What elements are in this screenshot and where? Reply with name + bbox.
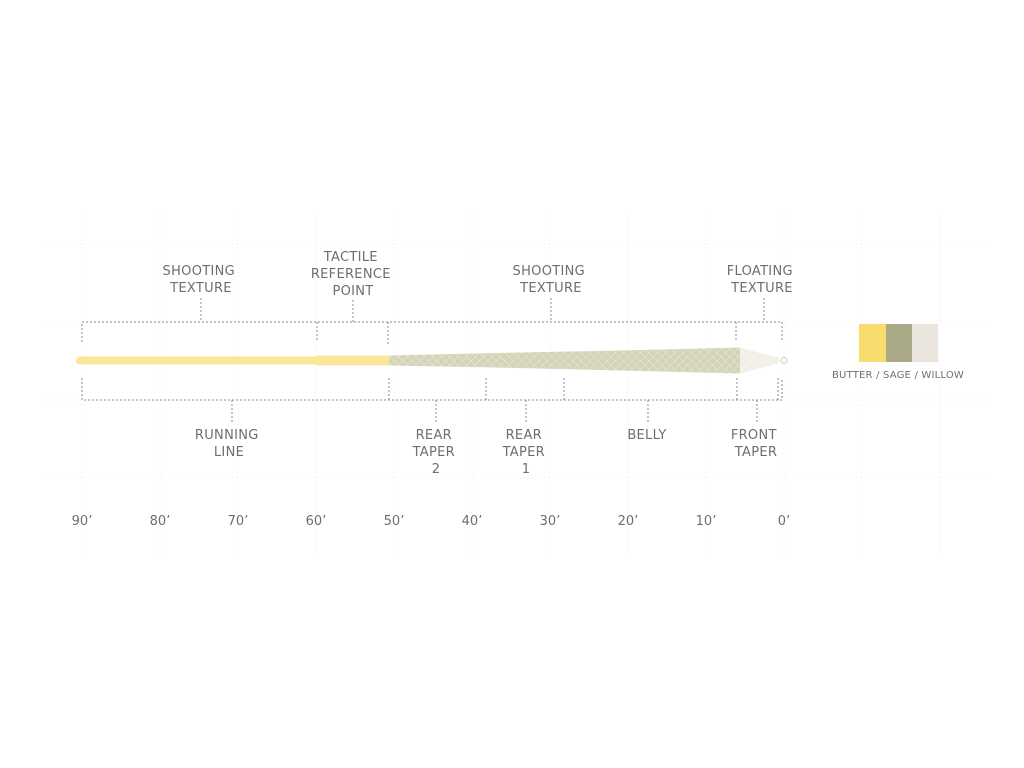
top-label-shooting-texture-2: SHOOTING TEXTURE <box>513 264 590 296</box>
scale-tick-30: 30’ <box>540 514 561 529</box>
bottom-label-belly: BELLY <box>627 428 666 443</box>
scale-tick-10: 10’ <box>696 514 717 529</box>
bottom-bracket <box>81 378 783 422</box>
running-line-segment <box>76 356 316 365</box>
top-bracket <box>81 298 783 345</box>
bottom-label-rear-taper-1: REAR TAPER 1 <box>502 428 550 477</box>
top-label-tactile-reference-point: TACTILE REFERENCE POINT <box>311 250 395 299</box>
fly-line <box>76 347 788 374</box>
top-label-floating-texture: FLOATING TEXTURE <box>727 264 798 296</box>
color-legend: BUTTER / SAGE / WILLOW <box>832 324 964 381</box>
legend-label: BUTTER / SAGE / WILLOW <box>832 370 964 381</box>
swatch-butter <box>859 324 886 362</box>
scale-tick-40: 40’ <box>462 514 483 529</box>
bottom-label-running-line: RUNNING LINE <box>195 428 263 460</box>
line-loop <box>780 356 788 365</box>
bottom-label-rear-taper-2: REAR TAPER 2 <box>412 428 460 477</box>
top-labels: SHOOTING TEXTURE TACTILE REFERENCE POINT… <box>163 250 798 299</box>
scale-tick-70: 70’ <box>228 514 249 529</box>
swatch-sage <box>886 324 912 362</box>
bottom-labels: RUNNING LINE REAR TAPER 2 REAR TAPER 1 B… <box>195 428 781 477</box>
scale-tick-50: 50’ <box>384 514 405 529</box>
head-texture <box>389 347 740 374</box>
distance-scale: 90’ 80’ 70’ 60’ 50’ 40’ 30’ 20’ 10’ 0’ <box>72 514 791 529</box>
tip-texture <box>740 347 780 374</box>
scale-tick-20: 20’ <box>618 514 639 529</box>
top-label-shooting-texture-1: SHOOTING TEXTURE <box>163 264 240 296</box>
tactile-reference-segment <box>316 355 389 366</box>
scale-tick-90: 90’ <box>72 514 93 529</box>
swatch-willow <box>912 324 938 362</box>
scale-tick-60: 60’ <box>306 514 327 529</box>
scale-tick-80: 80’ <box>150 514 171 529</box>
bottom-label-front-taper: FRONT TAPER <box>731 428 781 460</box>
scale-tick-0: 0’ <box>778 514 790 529</box>
